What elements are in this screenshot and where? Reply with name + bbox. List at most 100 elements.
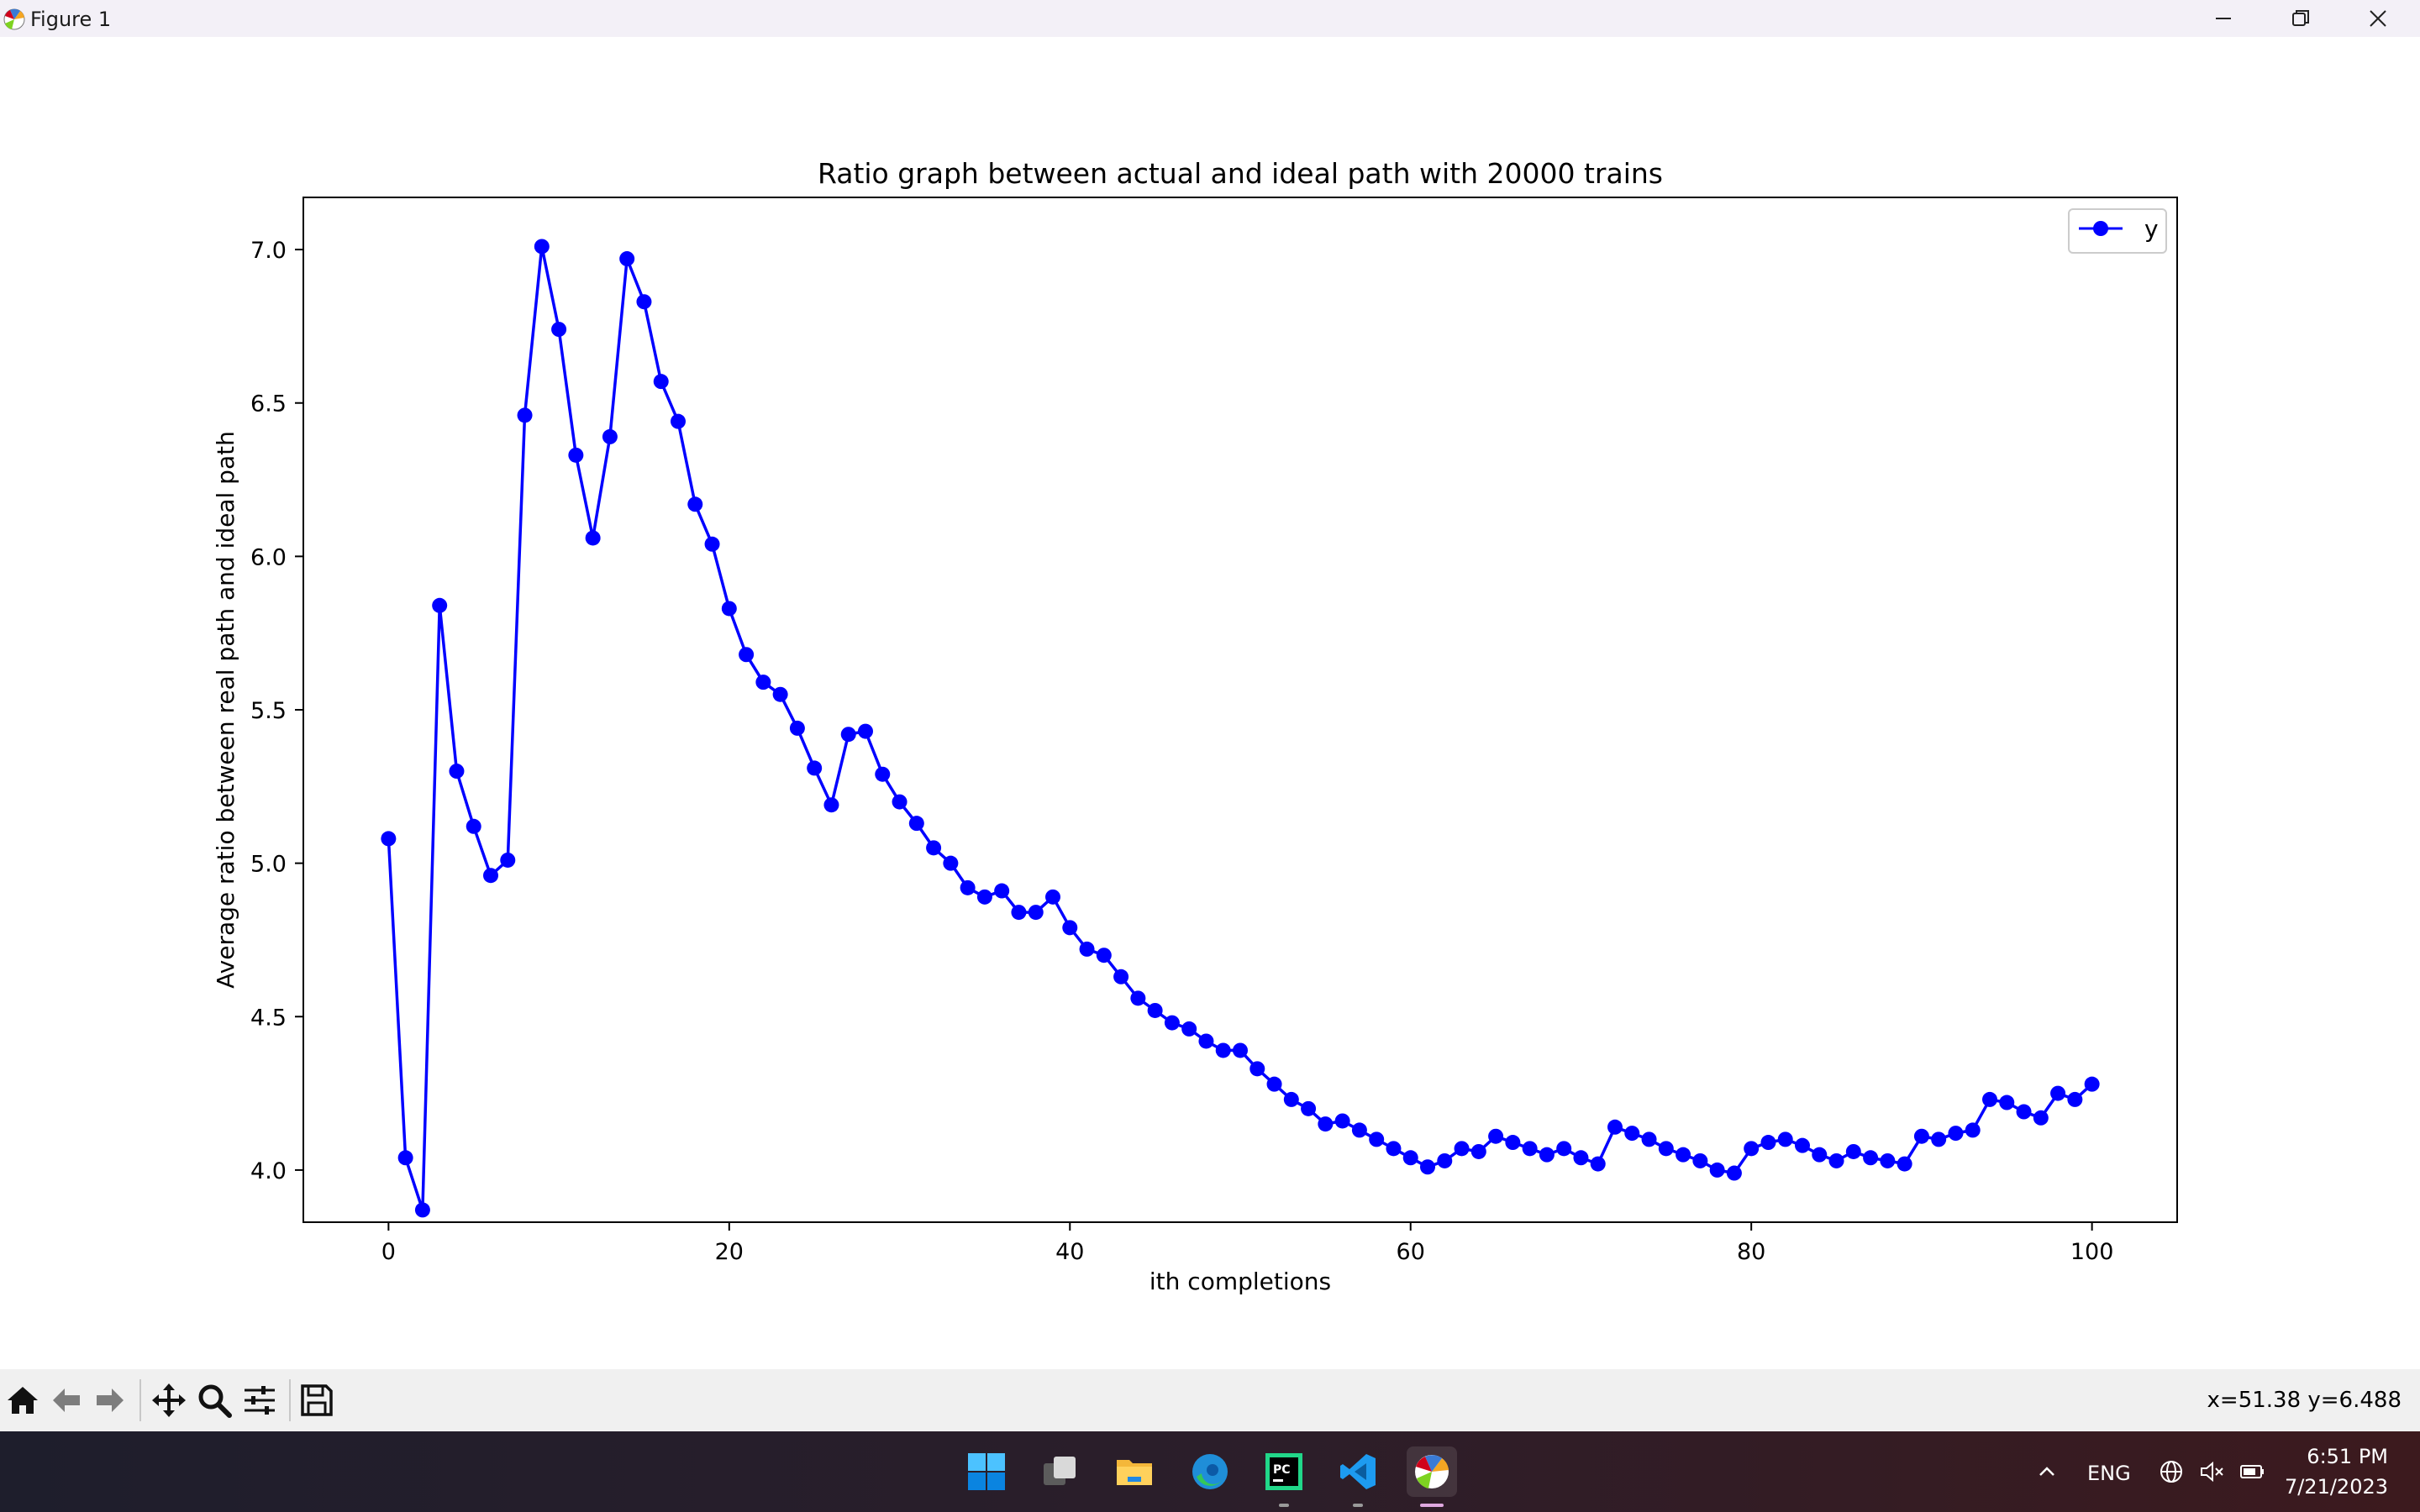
data-point [1233,1042,1248,1058]
data-point [704,536,720,552]
data-point [1522,1141,1538,1157]
series-y [381,239,2100,1218]
running-indicator [1279,1504,1289,1507]
data-point [517,407,533,423]
data-point [1334,1113,1350,1129]
data-point [1880,1152,1896,1168]
data-point [1777,1131,1793,1147]
data-point [1624,1126,1640,1142]
data-point [1283,1091,1299,1107]
y-tick-label: 5.5 [250,698,287,724]
close-button[interactable] [2339,0,2417,37]
data-point [1744,1141,1760,1157]
pycharm-icon: PC [1265,1453,1302,1490]
data-point [858,723,873,739]
data-point [585,530,601,546]
plot-area [302,197,2178,1223]
y-tick-label: 4.5 [250,1005,287,1031]
data-point [1488,1128,1504,1144]
matplotlib-figure-icon [1415,1455,1449,1488]
vscode-button[interactable] [1333,1446,1383,1507]
data-point [908,816,924,832]
zoom-icon [198,1384,232,1418]
save-icon [301,1384,333,1416]
file-explorer-button[interactable] [1109,1446,1160,1497]
data-point [1420,1159,1435,1175]
y-tick-label: 6.5 [250,391,287,417]
data-point [568,447,584,463]
data-point [1982,1091,1997,1107]
network-globe-icon[interactable] [2158,1458,2185,1485]
restore-icon [2292,10,2309,26]
data-point [1760,1135,1776,1151]
chart-title: Ratio graph between actual and ideal pat… [818,157,1663,190]
clock-time[interactable]: 6:51 PM [2307,1445,2388,1468]
start-button[interactable] [961,1446,1012,1497]
data-point [1692,1152,1708,1168]
save-button[interactable] [297,1381,336,1420]
battery-icon[interactable] [2238,1458,2265,1485]
data-point [1999,1095,2015,1110]
figure-canvas[interactable]: Ratio graph between actual and ideal pat… [0,37,2420,1369]
volume-muted-icon[interactable] [2198,1458,2225,1485]
data-point [1011,905,1027,921]
data-point [772,686,788,702]
clock-date[interactable]: 7/21/2023 [2284,1475,2388,1499]
window-titlebar: Figure 1 [0,0,2420,37]
task-view-button[interactable] [1035,1446,1086,1497]
data-point [1828,1152,1844,1168]
data-point [1948,1126,1964,1142]
data-point [1062,920,1078,936]
configure-subplots-button[interactable] [240,1381,279,1420]
data-point [789,720,805,736]
data-point [414,1202,430,1218]
data-point [1096,948,1112,963]
y-tick-label: 5.0 [250,852,287,878]
data-point [1795,1137,1810,1153]
data-point [755,675,771,690]
y-tick-label: 7.0 [250,238,287,264]
data-point [2067,1091,2083,1107]
data-point [602,428,618,444]
data-point [1402,1150,1418,1166]
pan-button[interactable] [150,1381,188,1420]
data-point [1573,1150,1589,1166]
data-point [2050,1085,2066,1101]
data-point [449,764,465,780]
minimize-icon [2216,18,2231,19]
vscode-icon [1340,1454,1376,1489]
file-explorer-icon [1117,1460,1152,1485]
data-point [636,294,652,310]
restore-button[interactable] [2262,0,2339,37]
show-hidden-icons-chevron-icon[interactable] [2033,1458,2060,1485]
data-point [1470,1143,1486,1159]
minimize-button[interactable] [2185,0,2262,37]
language-indicator[interactable]: ENG [2087,1462,2131,1485]
close-icon [2370,10,2386,27]
back-button[interactable] [47,1381,86,1420]
home-button[interactable] [3,1381,42,1420]
data-point [960,879,976,895]
edge-button[interactable] [1185,1446,1235,1497]
data-point [687,496,703,512]
x-tick-label: 40 [1055,1239,1084,1265]
data-point [1028,905,1044,921]
windows-taskbar: PC ENG 6:5 [0,1431,2420,1512]
data-point [1590,1156,1606,1172]
data-point [1164,1015,1180,1031]
svg-text:PC: PC [1273,1463,1291,1477]
data-point [1965,1122,1981,1138]
data-point [1607,1119,1623,1135]
forward-button[interactable] [91,1381,129,1420]
data-point [619,251,635,267]
y-tick-label: 4.0 [250,1158,287,1184]
data-point [1845,1143,1861,1159]
data-point [1079,941,1095,957]
matplotlib-figure-button[interactable] [1407,1446,1457,1507]
data-point [823,797,839,813]
data-point [1386,1141,1402,1157]
pycharm-button[interactable]: PC [1259,1446,1309,1507]
data-point [1556,1141,1572,1157]
legend-marker-swatch [2093,221,2108,236]
zoom-button[interactable] [195,1381,234,1420]
